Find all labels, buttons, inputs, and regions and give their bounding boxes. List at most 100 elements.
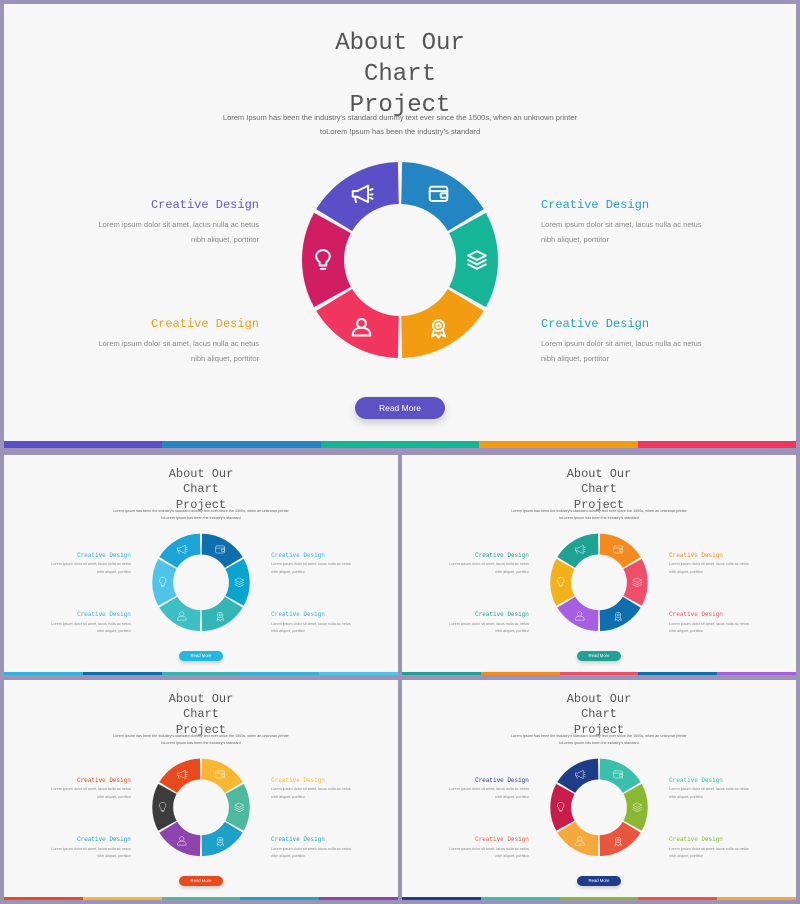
block-title: Creative Design xyxy=(541,198,649,212)
block-title: Creative Design xyxy=(77,611,131,618)
block-body-line: nibh aliquet, porttitor xyxy=(97,570,131,574)
block-title: Creative Design xyxy=(271,552,325,559)
ring-segment[interactable] xyxy=(202,822,243,856)
color-bar-segment xyxy=(479,441,637,448)
color-bar-segment xyxy=(321,441,479,448)
color-bar-segment xyxy=(560,672,639,675)
color-bar-segment xyxy=(638,441,796,448)
block-title: Creative Design xyxy=(541,317,649,331)
color-bar-segment xyxy=(83,672,162,675)
ring-segment[interactable] xyxy=(600,822,641,856)
block-body-line: Lorem ipsum dolor sit amet, lacus nulla … xyxy=(449,622,529,626)
ring-segment[interactable] xyxy=(225,784,249,831)
slide-main: About Our Chart Project Lorem Ipsum has b… xyxy=(4,4,796,448)
color-bar-segment xyxy=(402,672,481,675)
color-bar-segment xyxy=(4,897,83,900)
block-body-line: Lorem ipsum dolor sit amet, lacus nulla … xyxy=(669,622,749,626)
color-bar-segment xyxy=(162,441,320,448)
block-body-line: nibh aliquet, porttitor xyxy=(191,235,259,244)
block-title: Creative Design xyxy=(77,777,131,784)
color-bar-segment xyxy=(319,672,398,675)
ring-segment[interactable] xyxy=(600,759,641,793)
block-body-line: nibh aliquet, porttitor xyxy=(495,854,529,858)
block-body-line: Lorem ipsum dolor sit amet, lacus nulla … xyxy=(51,562,131,566)
ring-segment[interactable] xyxy=(449,213,498,307)
block-body-line: Lorem ipsum dolor sit amet, lacus nulla … xyxy=(669,787,749,791)
color-bar-segment xyxy=(560,897,639,900)
slide-thumb-warm[interactable]: About Our Chart Project Lorem Ipsum has b… xyxy=(4,680,398,900)
block-body-line: nibh aliquet, porttitor xyxy=(97,629,131,633)
block-body-line: Lorem ipsum dolor sit amet, lacus nulla … xyxy=(99,339,260,348)
block-body-line: nibh aliquet, porttitor xyxy=(191,354,259,363)
read-more-button[interactable]: Read More xyxy=(179,876,224,887)
ring-segment[interactable] xyxy=(401,162,484,231)
block-body-line: nibh aliquet, porttitor xyxy=(541,354,609,363)
color-bar-segment xyxy=(4,441,162,448)
block-body-line: nibh aliquet, porttitor xyxy=(271,795,305,799)
block-title: Creative Design xyxy=(669,552,723,559)
block-title: Creative Design xyxy=(271,611,325,618)
block-body-line: Lorem ipsum dolor sit amet, lacus nulla … xyxy=(271,622,351,626)
block-title: Creative Design xyxy=(151,198,259,212)
block-title: Creative Design xyxy=(77,552,131,559)
read-more-button[interactable]: Read More xyxy=(577,876,622,887)
ring-segment[interactable] xyxy=(225,559,249,606)
block-body-line: nibh aliquet, porttitor xyxy=(271,570,305,574)
block-body-line: Lorem ipsum dolor sit amet, lacus nulla … xyxy=(449,562,529,566)
block-title: Creative Design xyxy=(475,777,529,784)
block-body-line: nibh aliquet, porttitor xyxy=(97,795,131,799)
color-bar-segment xyxy=(240,897,319,900)
color-bar-segment xyxy=(240,672,319,675)
color-bar-segment xyxy=(481,897,560,900)
read-more-button[interactable]: Read More xyxy=(355,397,445,419)
block-body-line: nibh aliquet, porttitor xyxy=(271,629,305,633)
ring-segment[interactable] xyxy=(202,597,243,631)
block-body-line: Lorem ipsum dolor sit amet, lacus nulla … xyxy=(51,787,131,791)
ring-segment[interactable] xyxy=(152,559,176,606)
block-body-line: Lorem ipsum dolor sit amet, lacus nulla … xyxy=(271,787,351,791)
color-bar-segment xyxy=(717,897,796,900)
color-bar-segment xyxy=(162,672,241,675)
block-body-line: Lorem ipsum dolor sit amet, lacus nulla … xyxy=(449,787,529,791)
ring-segment[interactable] xyxy=(623,784,647,831)
ring-segment[interactable] xyxy=(302,213,351,307)
block-body-line: nibh aliquet, porttitor xyxy=(495,570,529,574)
ring-segment[interactable] xyxy=(550,784,574,831)
slide-thumb-cyan[interactable]: About Our Chart Project Lorem Ipsum has b… xyxy=(4,455,398,675)
block-body-line: Lorem ipsum dolor sit amet, lacus nulla … xyxy=(99,220,260,229)
block-body-line: Lorem ipsum dolor sit amet, lacus nulla … xyxy=(51,622,131,626)
ring-segment[interactable] xyxy=(202,759,243,793)
block-body-line: nibh aliquet, porttitor xyxy=(541,235,609,244)
color-bar-segment xyxy=(4,672,83,675)
ring-segment[interactable] xyxy=(550,559,574,606)
ring-segment[interactable] xyxy=(152,784,176,831)
block-body-line: nibh aliquet, porttitor xyxy=(495,629,529,633)
color-bar xyxy=(4,897,398,900)
block-body-line: nibh aliquet, porttitor xyxy=(97,854,131,858)
color-bar-segment xyxy=(162,897,241,900)
block-title: Creative Design xyxy=(669,611,723,618)
ring-segment[interactable] xyxy=(202,534,243,568)
color-bar xyxy=(402,672,796,675)
color-bar xyxy=(4,441,796,448)
block-body-line: Lorem ipsum dolor sit amet, lacus nulla … xyxy=(669,562,749,566)
block-title: Creative Design xyxy=(271,777,325,784)
slide-thumb-teal-orange[interactable]: About Our Chart Project Lorem Ipsum has b… xyxy=(402,455,796,675)
block-body-line: nibh aliquet, porttitor xyxy=(669,854,703,858)
block-body-line: nibh aliquet, porttitor xyxy=(271,854,305,858)
color-bar-segment xyxy=(83,897,162,900)
block-title: Creative Design xyxy=(475,552,529,559)
ring-segment[interactable] xyxy=(623,559,647,606)
block-body-line: Lorem ipsum dolor sit amet, lacus nulla … xyxy=(271,847,351,851)
block-body-line: nibh aliquet, porttitor xyxy=(669,570,703,574)
color-bar xyxy=(4,672,398,675)
block-body-line: nibh aliquet, porttitor xyxy=(495,795,529,799)
block-title: Creative Design xyxy=(475,836,529,843)
read-more-button[interactable]: Read More xyxy=(577,651,622,662)
ring-segment[interactable] xyxy=(401,289,484,358)
read-more-button[interactable]: Read More xyxy=(179,651,224,662)
ring-segment[interactable] xyxy=(600,534,641,568)
ring-segment[interactable] xyxy=(600,597,641,631)
slide-thumb-navy[interactable]: About Our Chart Project Lorem Ipsum has b… xyxy=(402,680,796,900)
color-bar-segment xyxy=(319,897,398,900)
